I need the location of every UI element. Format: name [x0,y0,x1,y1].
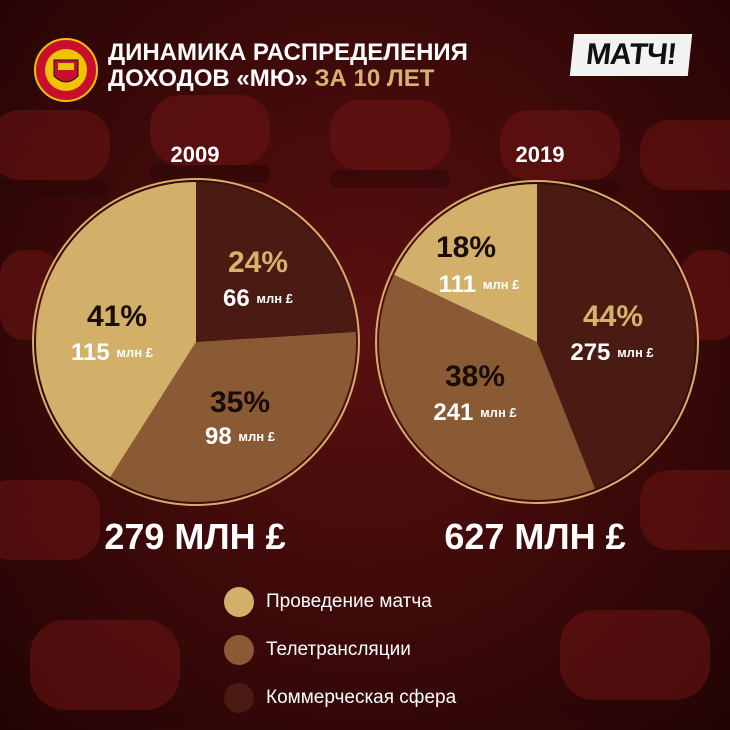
title-line-1: ДИНАМИКА РАСПРЕДЕЛЕНИЯ [108,39,468,66]
title-line-2-gold: ЗА 10 ЛЕТ [314,65,435,92]
pie-slice-2019-commercial [537,184,696,489]
year-label-2009: 2009 [170,142,220,167]
pie-outline-2019 [375,180,699,504]
pie-slice-2009-matchday [36,182,196,478]
legend-label-matchday: Проведение матча [266,591,432,612]
pie-percent-label-2009-commercial: 24% [228,246,288,279]
legend-swatch-broadcasting [224,635,254,665]
legend-label-broadcasting: Телетрансляции [266,639,411,660]
pie-value-label-2019-commercial: 275 млн £ [570,339,654,366]
legend-label-commercial: Коммерческая сфера [266,687,457,708]
pie-value-label-2009-broadcasting: 98 млн £ [205,423,276,450]
pie-value-label-2019-matchday: 111 млн £ [439,271,520,298]
legend-item-broadcasting: Телетрансляции [224,626,456,674]
manchester-united-crest-icon [34,38,98,102]
legend: Проведение матча Телетрансляции Коммерче… [224,578,456,722]
legend-item-commercial: Коммерческая сфера [224,674,456,722]
pie-chart-2019: 18% 111 млн £ 38% 241 млн £ 44% 275 млн £ [375,180,699,504]
page-title: ДИНАМИКА РАСПРЕДЕЛЕНИЯ ДОХОДОВ «МЮ» ЗА 1… [108,40,468,92]
pie-slice-2019-matchday [394,184,537,342]
pie-slice-2009-broadcasting [110,331,356,502]
total-2009: 279 МЛН £ [104,516,286,557]
pie-percent-label-2019-broadcasting: 38% [445,360,505,393]
pie-percent-label-2009-broadcasting: 35% [210,386,270,419]
legend-swatch-commercial [224,683,254,713]
pie-percent-label-2009-matchday: 41% [87,300,147,333]
pie-outline-2009 [32,178,360,506]
pie-slice-2019-broadcasting [379,274,596,501]
title-line-2-white: ДОХОДОВ «МЮ» [108,65,308,92]
pie-chart-2009: 41% 115 млн £ 35% 98 млн £ 24% 66 млн £ [32,178,360,506]
title-line-2: ДОХОДОВ «МЮ» ЗА 10 ЛЕТ [108,66,468,92]
pie-percent-label-2019-commercial: 44% [583,300,643,333]
legend-swatch-matchday [224,587,254,617]
total-2019: 627 МЛН £ [444,516,626,557]
pie-value-label-2009-matchday: 115 млн £ [71,339,154,366]
legend-item-matchday: Проведение матча [224,578,456,626]
pie-slice-2009-commercial [196,182,356,342]
pie-percent-label-2019-matchday: 18% [436,231,496,264]
pie-value-label-2019-broadcasting: 241 млн £ [433,399,517,426]
year-label-2019: 2019 [515,142,565,167]
pie-value-label-2009-commercial: 66 млн £ [223,285,294,312]
